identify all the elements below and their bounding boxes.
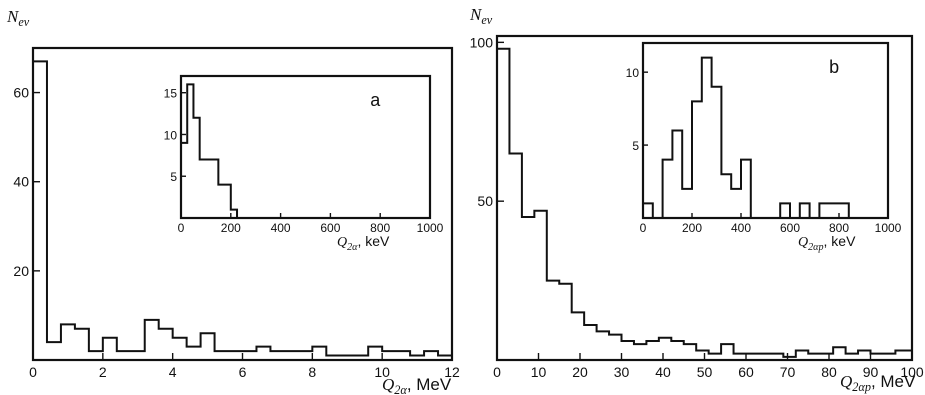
left-main-xtick-label: 2	[99, 364, 107, 380]
right-main-xtick-label: 80	[821, 364, 837, 380]
left-main-ytick-label: 20	[13, 263, 29, 279]
right-main-xtick-label: 70	[780, 364, 796, 380]
right-y-axis-title: Nev	[469, 5, 493, 27]
right-inset-xtick-label: 1000	[875, 221, 902, 235]
left-x-axis-title: Q2α, MeV	[382, 375, 452, 395]
right-inset-panel-label: b	[829, 57, 839, 77]
left-inset-x-axis-title: Q2α, keV	[337, 233, 390, 253]
left-inset-panel-label: a	[370, 90, 381, 110]
right-main-xtick-label: 40	[655, 364, 671, 380]
right-main-xtick-label: 90	[863, 364, 879, 380]
left-inset-histogram-steps	[180, 83, 239, 218]
left-main-xtick-label: 12	[444, 364, 460, 380]
left-main-histogram-steps	[32, 60, 453, 360]
right-x-axis-title: Q2αp, MeV	[840, 372, 916, 394]
right-main-xtick-label: 30	[614, 364, 630, 380]
left-inset-ytick-label: 5	[170, 170, 177, 184]
left-main-xtick-label: 6	[239, 364, 247, 380]
right-inset-x-axis-title: Q2αp, keV	[798, 233, 856, 253]
left-inset-xtick-label: 400	[271, 221, 291, 235]
right-inset-xtick-label: 200	[682, 221, 702, 235]
right-main-ytick-label: 50	[477, 193, 493, 209]
right-inset-frame	[641, 41, 890, 220]
left-main-xtick-label: 10	[374, 364, 390, 380]
right-main-xtick-label: 50	[697, 364, 713, 380]
left-main-xtick-label: 8	[308, 364, 316, 380]
left-main-ytick-label: 60	[13, 85, 29, 101]
left-inset-ytick-label: 10	[164, 128, 178, 142]
left-inset-xtick-label: 0	[178, 221, 185, 235]
left-inset-ytick-label: 15	[164, 87, 178, 101]
left-inset-xtick-label: 600	[320, 221, 340, 235]
right-main-xtick-label: 0	[493, 364, 501, 380]
right-inset-xtick-label: 400	[731, 221, 751, 235]
right-inset-ytick-label: 5	[632, 139, 639, 153]
left-main-ytick-label: 40	[13, 174, 29, 190]
right-main-histogram-steps	[496, 47, 913, 360]
left-y-axis-title: Nev	[6, 7, 30, 29]
right-main-xtick-label: 20	[572, 364, 588, 380]
right-inset-histogram-steps	[642, 56, 850, 219]
right-main-xtick-label: 10	[531, 364, 547, 380]
left-main-xtick-label: 0	[29, 364, 37, 380]
right-inset-ytick-label: 10	[626, 66, 640, 80]
left-main-xtick-label: 4	[169, 364, 177, 380]
right-main-xtick-label: 60	[738, 364, 754, 380]
left-inset-xtick-label: 1000	[417, 221, 444, 235]
left-inset-xtick-label: 800	[370, 221, 390, 235]
right-inset-xtick-label: 600	[780, 221, 800, 235]
right-inset-xtick-label: 800	[829, 221, 849, 235]
right-main-ytick-label: 100	[470, 34, 494, 50]
left-inset-frame	[179, 74, 432, 220]
left-inset-xtick-label: 200	[221, 221, 241, 235]
right-inset-xtick-label: 0	[640, 221, 647, 235]
right-main-xtick-label: 100	[900, 364, 924, 380]
left-inset-plot-area	[181, 76, 430, 218]
